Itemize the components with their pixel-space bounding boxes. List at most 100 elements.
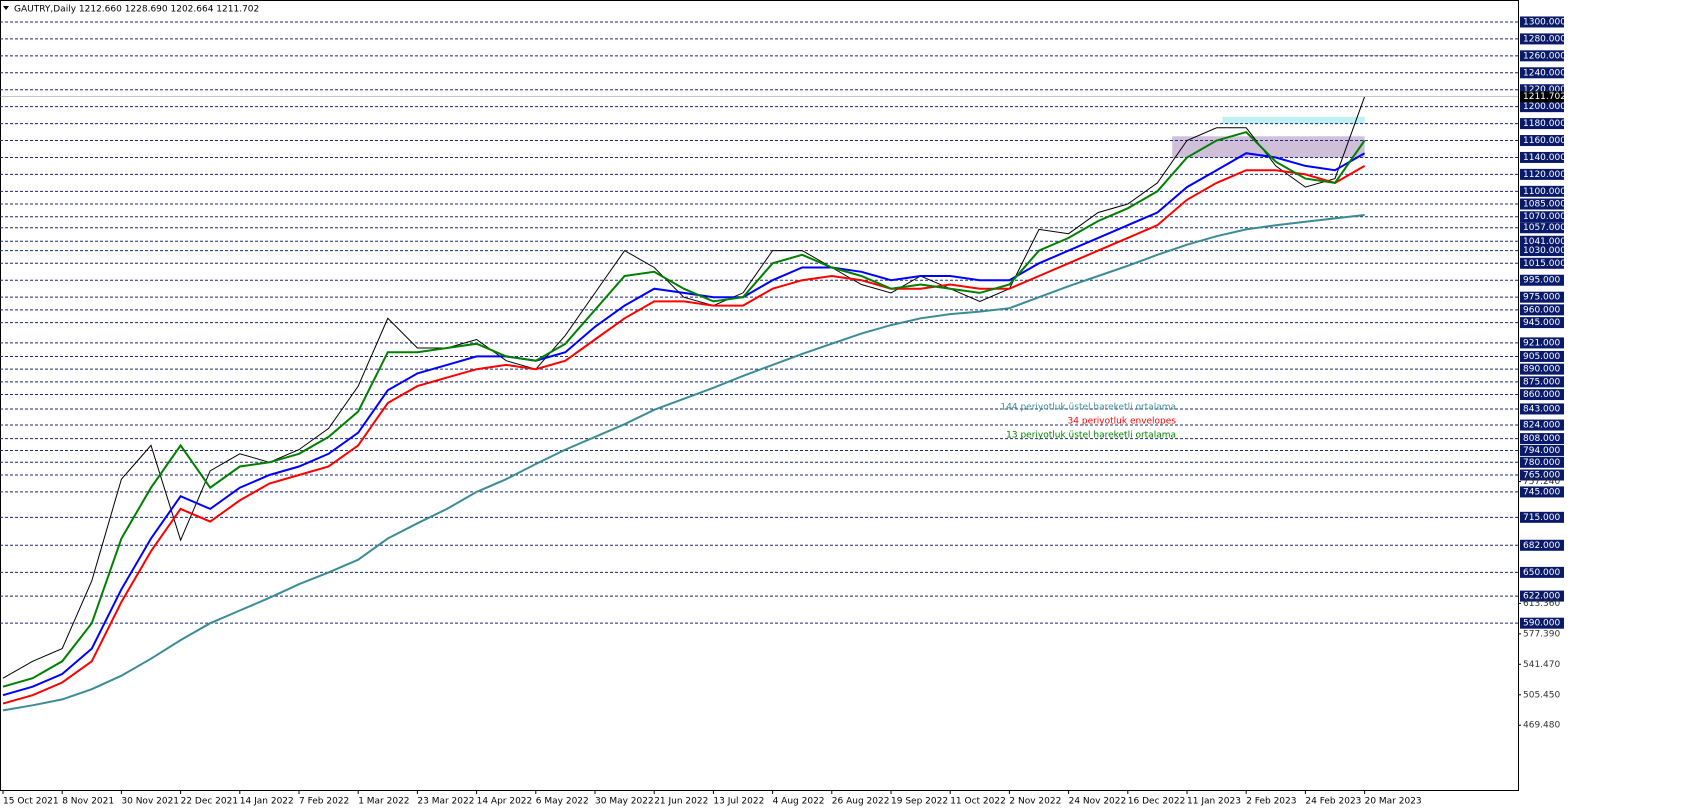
level-label-box [1520, 50, 1564, 62]
x-tick-label: 11 Jan 2023 [1187, 797, 1241, 807]
level-label-box [1520, 84, 1564, 96]
series-line [2, 165, 1366, 705]
level-label: 890.000 [1523, 365, 1560, 375]
x-tick-label: 11 Oct 2022 [950, 797, 1006, 807]
series-annotation: 144 periyotluk üstel hareketli ortalama [1000, 403, 1176, 413]
level-label: 843.000 [1523, 404, 1560, 414]
y-tick-label: 757.240 [1523, 477, 1560, 487]
level-label: 1070.000 [1523, 212, 1566, 222]
level-label: 905.000 [1523, 352, 1560, 362]
series-line [2, 152, 1366, 697]
series-annotation: 13 periyotluk üstel hareketli ortalama [1006, 431, 1176, 441]
current-price-box [1520, 91, 1564, 103]
level-label-box [1520, 101, 1564, 113]
x-tick-label: 19 Sep 2022 [891, 797, 948, 807]
level-label: 921.000 [1523, 338, 1560, 348]
series-line [2, 96, 1366, 679]
level-label-box [1520, 33, 1564, 45]
level-label: 960.000 [1523, 305, 1560, 315]
level-label: 1200.000 [1523, 102, 1566, 112]
chart-title: GAUTRY,Daily 1212.660 1228.690 1202.664 … [14, 5, 259, 15]
level-label: 1030.000 [1523, 246, 1566, 256]
level-label-box [1520, 291, 1564, 303]
level-label-box [1520, 419, 1564, 431]
level-label-box [1520, 257, 1564, 269]
x-tick-label: 15 Oct 2021 [3, 797, 59, 807]
level-label-box [1520, 456, 1564, 468]
title-arrow [3, 6, 9, 10]
price-zone [1222, 116, 1365, 124]
level-label-box [1520, 304, 1564, 316]
level-label: 590.000 [1523, 619, 1560, 629]
level-label: 1240.000 [1523, 68, 1566, 78]
level-label-box [1520, 185, 1564, 197]
level-label-box [1520, 617, 1564, 629]
x-tick-label: 30 May 2022 [595, 797, 654, 807]
plot-frame [0, 0, 1519, 791]
level-label: 1280.000 [1523, 34, 1566, 44]
level-label-box [1520, 211, 1564, 223]
level-label: 650.000 [1523, 568, 1560, 578]
level-label-box [1520, 274, 1564, 286]
level-label-box [1520, 67, 1564, 79]
level-label-box [1520, 135, 1564, 147]
series-line [2, 130, 1366, 688]
level-label-box [1520, 566, 1564, 578]
x-tick-label: 22 Dec 2021 [181, 797, 239, 807]
level-label-box [1520, 317, 1564, 329]
x-tick-label: 7 Feb 2022 [299, 797, 349, 807]
level-label: 995.000 [1523, 276, 1560, 286]
level-label: 622.000 [1523, 592, 1560, 602]
series-line [2, 214, 1365, 712]
level-label: 860.000 [1523, 390, 1560, 400]
x-tick-label: 24 Feb 2023 [1305, 797, 1361, 807]
y-tick-label: 505.450 [1523, 690, 1560, 700]
level-label-box [1520, 350, 1564, 362]
level-label: 1041.000 [1523, 237, 1566, 247]
series-annotation: 34 periyotluk envelopes [1068, 417, 1177, 427]
level-label-box [1520, 511, 1564, 523]
level-label-box [1520, 433, 1564, 445]
current-price-label: 1211.702 [1523, 92, 1566, 102]
level-label: 975.000 [1523, 293, 1560, 303]
level-label: 1120.000 [1523, 170, 1566, 180]
level-label-box [1520, 198, 1564, 210]
level-label-box [1520, 168, 1564, 180]
level-label: 745.000 [1523, 487, 1560, 497]
level-label-box [1520, 245, 1564, 257]
y-tick-label: 469.480 [1523, 721, 1560, 731]
level-label: 1015.000 [1523, 259, 1566, 269]
level-label-box [1520, 376, 1564, 388]
level-label: 824.000 [1523, 421, 1560, 431]
level-label-box [1520, 118, 1564, 130]
level-label: 682.000 [1523, 541, 1560, 551]
level-label: 1220.000 [1523, 85, 1566, 95]
level-label-box [1520, 539, 1564, 551]
level-label: 780.000 [1523, 458, 1560, 468]
level-label-box [1520, 590, 1564, 602]
x-tick-label: 23 Mar 2022 [417, 797, 474, 807]
y-tick-label: 613.360 [1523, 599, 1560, 609]
level-label: 808.000 [1523, 434, 1560, 444]
y-tick-label: 577.390 [1523, 629, 1560, 639]
level-label: 1085.000 [1523, 200, 1566, 210]
x-tick-label: 14 Jan 2022 [240, 797, 294, 807]
x-tick-label: 1 Mar 2022 [358, 797, 409, 807]
level-label-box [1520, 486, 1564, 498]
level-label-box [1520, 235, 1564, 247]
x-tick-label: 16 Dec 2022 [1128, 797, 1186, 807]
x-tick-label: 26 Aug 2022 [832, 797, 890, 807]
x-tick-label: 2 Feb 2023 [1246, 797, 1296, 807]
level-label-box [1520, 222, 1564, 234]
level-label-box [1520, 469, 1564, 481]
x-tick-label: 20 Mar 2023 [1365, 797, 1422, 807]
level-label-box [1520, 444, 1564, 456]
level-label: 1140.000 [1523, 153, 1566, 163]
level-label-box [1520, 363, 1564, 375]
level-label: 1160.000 [1523, 136, 1566, 146]
y-tick-label: 541.470 [1523, 660, 1560, 670]
level-label: 715.000 [1523, 513, 1560, 523]
x-tick-label: 21 Jun 2022 [654, 797, 708, 807]
level-label-box [1520, 151, 1564, 163]
